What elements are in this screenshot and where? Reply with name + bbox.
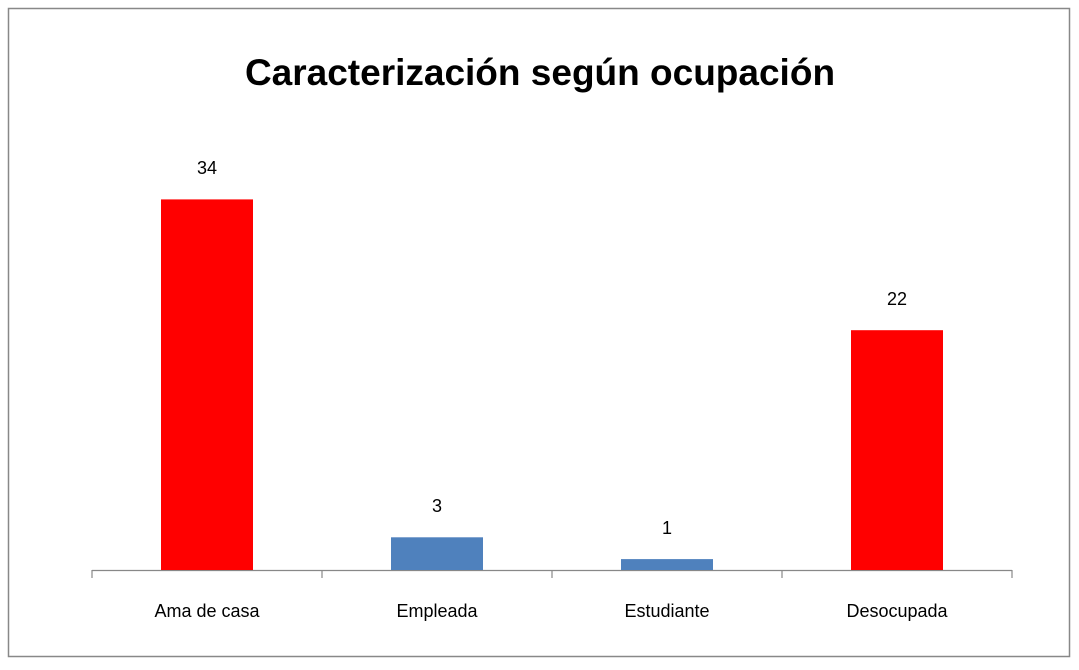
data-label: 3 xyxy=(432,496,442,516)
bar xyxy=(161,199,253,570)
chart-title: Caracterización según ocupación xyxy=(245,52,835,93)
x-tick-label: Empleada xyxy=(396,601,478,621)
x-tick-label: Desocupada xyxy=(846,601,948,621)
data-label: 22 xyxy=(887,289,907,309)
data-label: 34 xyxy=(197,158,217,178)
data-label: 1 xyxy=(662,518,672,538)
x-tick-label: Ama de casa xyxy=(154,601,260,621)
x-tick-label: Estudiante xyxy=(624,601,709,621)
bar xyxy=(621,559,713,570)
bar xyxy=(851,330,943,570)
bar xyxy=(391,537,483,570)
